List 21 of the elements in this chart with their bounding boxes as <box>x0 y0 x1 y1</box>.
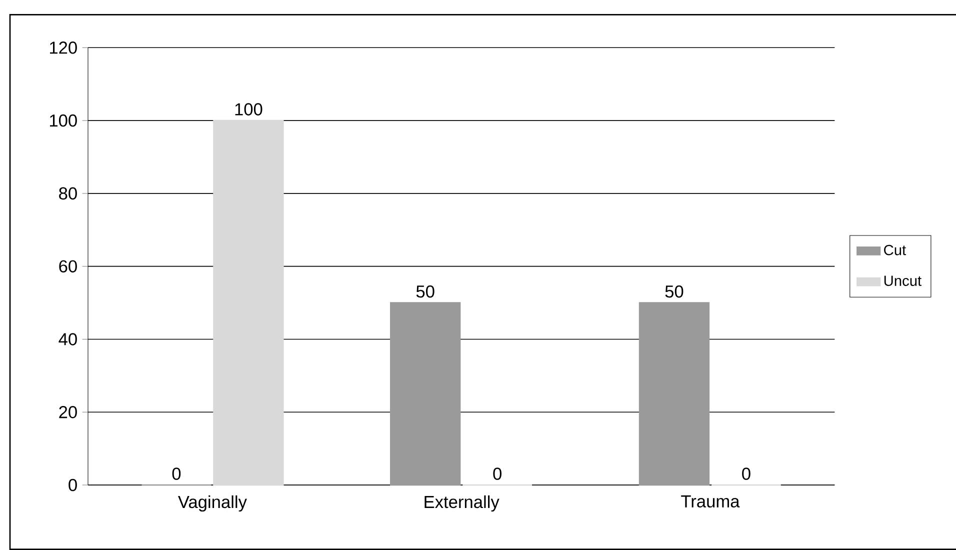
legend-label: Uncut <box>884 276 922 286</box>
y-tick-label: 0 <box>68 478 77 492</box>
data-label: 0 <box>172 468 181 480</box>
data-label: 0 <box>493 468 502 480</box>
y-tick-label: 120 <box>50 42 77 54</box>
x-tick-label: Trauma <box>681 495 740 508</box>
bar <box>213 120 284 486</box>
bar <box>638 302 710 486</box>
data-label: 0 <box>742 468 750 480</box>
x-tick-label: Vaginally <box>178 495 247 512</box>
y-tick-label: 60 <box>59 260 77 272</box>
y-tick-label: 40 <box>58 333 77 346</box>
bar <box>390 302 461 486</box>
data-label: 50 <box>665 285 684 298</box>
y-tick-label: 20 <box>59 406 77 418</box>
data-label: 100 <box>235 103 262 116</box>
y-tick-label: 80 <box>59 187 77 200</box>
y-tick-label: 100 <box>50 114 77 127</box>
data-label: 50 <box>416 285 434 298</box>
x-tick-label: Externally <box>424 495 500 512</box>
legend-label: Cut <box>884 244 906 256</box>
